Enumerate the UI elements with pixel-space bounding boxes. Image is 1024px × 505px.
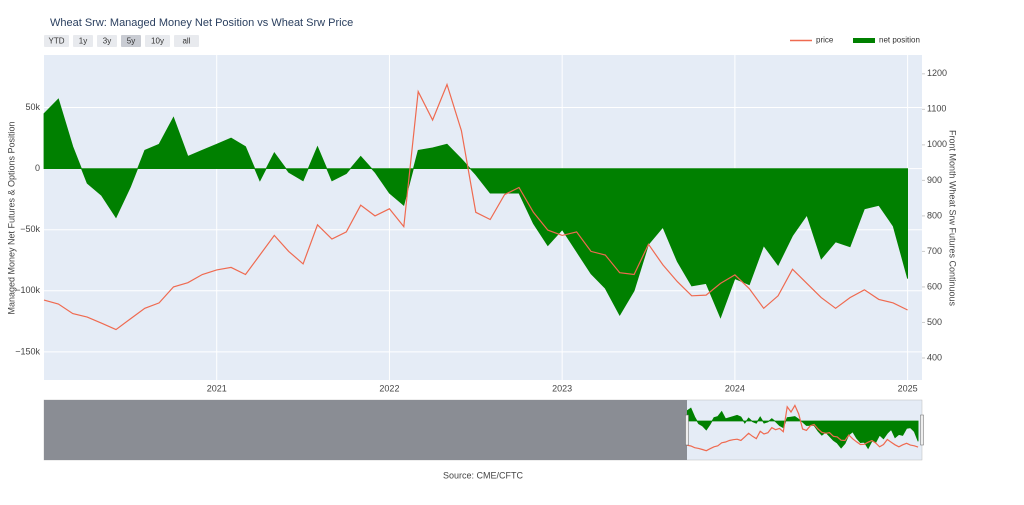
y2-tick-label: 800 [927, 210, 942, 220]
y2-axis-title: Front Month Wheat Srw Futures Continuous [948, 130, 958, 307]
range-button[interactable] [97, 35, 117, 47]
y2-tick-label: 1200 [927, 68, 947, 78]
y2-tick-label: 400 [927, 352, 942, 362]
y-tick-label: −50k [20, 224, 40, 234]
range-button-label[interactable]: 10y [151, 37, 164, 46]
y-axis-title: Managed Money Net Futures & Options Posi… [6, 121, 16, 314]
x-tick-label: 2025 [898, 383, 918, 393]
y2-tick-label: 1000 [927, 139, 947, 149]
range-button-label[interactable]: 3y [103, 37, 111, 46]
y2-tick-label: 500 [927, 317, 942, 327]
chart-title: Wheat Srw: Managed Money Net Position vs… [50, 17, 353, 29]
y-tick-label: 50k [25, 102, 40, 112]
range-slider-handle[interactable] [685, 414, 689, 446]
x-tick-label: 2024 [725, 383, 745, 393]
source-note: Source: CME/CFTC [443, 470, 524, 480]
y2-tick-label: 700 [927, 246, 942, 256]
legend-swatch[interactable] [853, 38, 875, 43]
legend-label[interactable]: net position [879, 36, 920, 45]
y2-tick-label: 900 [927, 175, 942, 185]
y-tick-label: −100k [15, 285, 40, 295]
range-button-label[interactable]: 1y [79, 37, 87, 46]
range-button[interactable] [174, 35, 199, 47]
range-button[interactable] [44, 35, 69, 47]
range-button-label[interactable]: all [182, 37, 190, 46]
x-tick-label: 2021 [207, 383, 227, 393]
legend-label[interactable]: price [816, 36, 834, 45]
series-area [43, 98, 908, 319]
y2-tick-label: 600 [927, 281, 942, 291]
series-line [43, 82, 908, 331]
slider-series-line [686, 404, 919, 452]
x-tick-label: 2023 [552, 383, 572, 393]
range-button[interactable] [145, 35, 170, 47]
range-slider-mask [44, 400, 687, 460]
y2-tick-label: 1100 [927, 104, 946, 114]
slider-series-area [686, 407, 919, 450]
y-tick-label: −150k [15, 346, 40, 356]
range-slider-handle[interactable] [920, 414, 924, 446]
range-button[interactable] [73, 35, 93, 47]
range-button-label[interactable]: 5y [127, 37, 135, 46]
range-button[interactable] [121, 35, 141, 47]
y-tick-label: 0 [35, 163, 40, 173]
range-button-label[interactable]: YTD [49, 37, 65, 46]
x-tick-label: 2022 [379, 383, 399, 393]
